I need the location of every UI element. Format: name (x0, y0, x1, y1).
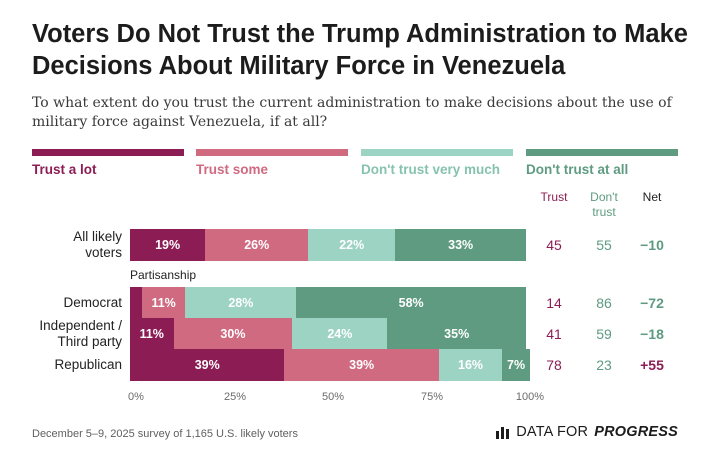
row-label-line: Republican (54, 357, 122, 372)
row-label-line: voters (85, 245, 122, 260)
bar-segment: 30% (173, 318, 293, 350)
bar-chart-icon (496, 426, 510, 439)
bar-segment: 39% (130, 349, 285, 381)
column-header-dont-trust: Don't trust (590, 190, 618, 219)
row-label-line: Democrat (63, 295, 122, 310)
trust-value: 78 (546, 357, 562, 373)
bar-segment: 28% (185, 287, 297, 319)
stacked-bar: 39% 39% 16% 7% (130, 349, 530, 381)
legend-item-dont-trust-very-much: Don't trust very much (361, 149, 513, 177)
net-value: +55 (640, 357, 664, 373)
trust-value: 41 (546, 326, 562, 342)
net-value: −72 (640, 295, 664, 311)
x-tick-label: 0% (128, 391, 144, 403)
brand-prefix: DATA FOR (516, 424, 589, 440)
brand-bold: PROGRESS (594, 424, 678, 440)
trust-value: 45 (546, 237, 562, 253)
legend-label: Trust some (196, 162, 269, 177)
row-label: Democrat (63, 295, 122, 311)
legend-swatch (32, 149, 184, 156)
chart-subtitle: To what extent do you trust the current … (32, 95, 672, 130)
bar-segment: 22% (308, 229, 396, 261)
bar-segment: 39% (284, 349, 439, 381)
legend-label: Trust a lot (32, 162, 97, 177)
row-label: Independent / Third party (39, 318, 122, 350)
legend-label: Don't trust at all (526, 162, 629, 177)
bar-segment: 16% (438, 349, 503, 381)
bar-segment: 24% (292, 318, 388, 350)
legend-swatch (526, 149, 678, 156)
bar-segment: 35% (387, 318, 526, 350)
x-tick-label: 25% (223, 391, 247, 403)
legend-item-trust-some: Trust some (196, 149, 348, 177)
source-footnote: December 5–9, 2025 survey of 1,165 U.S. … (32, 428, 298, 440)
net-value: −10 (640, 237, 664, 253)
brand-logo: DATA FOR PROGRESS (496, 424, 678, 440)
bar-segment: 19% (130, 229, 206, 261)
trust-value: 14 (546, 295, 562, 311)
stacked-bar: 11% 28% 58% (130, 287, 526, 319)
x-tick-label: 100% (515, 391, 545, 403)
section-label-partisanship: Partisanship (130, 268, 197, 282)
legend-swatch (196, 149, 348, 156)
bar-segment: 11% (130, 318, 174, 350)
legend-swatch (361, 149, 513, 156)
dont-trust-value: 55 (596, 237, 612, 253)
bar-segment: 11% (141, 287, 186, 319)
column-header-trust: Trust (540, 190, 568, 204)
legend-item-trust-a-lot: Trust a lot (32, 149, 184, 177)
bar-segment: 58% (296, 287, 526, 319)
legend-label: Don't trust very much (361, 162, 500, 177)
bar-segment (130, 287, 142, 319)
dont-trust-value: 59 (596, 326, 612, 342)
stacked-bar: 11% 30% 24% 35% (130, 318, 526, 350)
bar-segment: 26% (205, 229, 309, 261)
bar-segment: 7% (502, 349, 530, 381)
x-tick-label: 75% (420, 391, 444, 403)
net-value: −18 (640, 326, 664, 342)
row-label-line: Independent / (39, 318, 122, 333)
dont-trust-value: 86 (596, 295, 612, 311)
dont-trust-value: 23 (596, 357, 612, 373)
legend-item-dont-trust-at-all: Don't trust at all (526, 149, 678, 177)
row-label-line: Third party (57, 334, 122, 349)
row-label-line: All likely (73, 229, 122, 244)
column-header-net: Net (642, 190, 662, 204)
bar-segment: 33% (395, 229, 526, 261)
row-label: All likely voters (73, 229, 122, 261)
x-tick-label: 50% (321, 391, 345, 403)
stacked-bar: 19% 26% 22% 33% (130, 229, 526, 261)
chart-title: Voters Do Not Trust the Trump Administra… (32, 20, 688, 80)
row-label: Republican (54, 357, 122, 373)
